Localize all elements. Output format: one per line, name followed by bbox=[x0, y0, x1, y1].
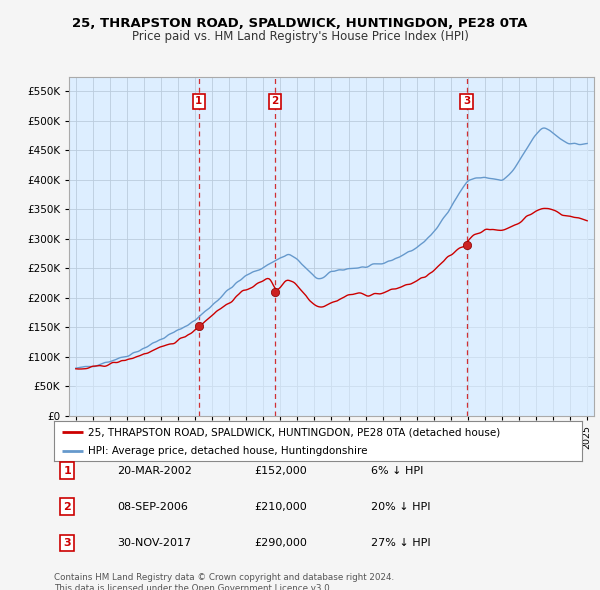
Text: £210,000: £210,000 bbox=[254, 502, 307, 512]
Text: 3: 3 bbox=[463, 96, 470, 106]
Text: £290,000: £290,000 bbox=[254, 538, 308, 548]
Text: 25, THRAPSTON ROAD, SPALDWICK, HUNTINGDON, PE28 0TA (detached house): 25, THRAPSTON ROAD, SPALDWICK, HUNTINGDO… bbox=[88, 427, 500, 437]
Text: Price paid vs. HM Land Registry's House Price Index (HPI): Price paid vs. HM Land Registry's House … bbox=[131, 30, 469, 43]
Text: 2: 2 bbox=[64, 502, 71, 512]
Text: 6% ↓ HPI: 6% ↓ HPI bbox=[371, 466, 423, 476]
Text: 25, THRAPSTON ROAD, SPALDWICK, HUNTINGDON, PE28 0TA: 25, THRAPSTON ROAD, SPALDWICK, HUNTINGDO… bbox=[73, 17, 527, 30]
Text: HPI: Average price, detached house, Huntingdonshire: HPI: Average price, detached house, Hunt… bbox=[88, 445, 368, 455]
Text: 20-MAR-2002: 20-MAR-2002 bbox=[118, 466, 192, 476]
Text: 2: 2 bbox=[271, 96, 279, 106]
Text: 30-NOV-2017: 30-NOV-2017 bbox=[118, 538, 191, 548]
Text: Contains HM Land Registry data © Crown copyright and database right 2024.
This d: Contains HM Land Registry data © Crown c… bbox=[54, 573, 394, 590]
Text: 1: 1 bbox=[195, 96, 203, 106]
Text: 08-SEP-2006: 08-SEP-2006 bbox=[118, 502, 188, 512]
Text: 27% ↓ HPI: 27% ↓ HPI bbox=[371, 538, 430, 548]
Text: 3: 3 bbox=[64, 538, 71, 548]
Text: 20% ↓ HPI: 20% ↓ HPI bbox=[371, 502, 430, 512]
Text: £152,000: £152,000 bbox=[254, 466, 307, 476]
Text: 1: 1 bbox=[64, 466, 71, 476]
